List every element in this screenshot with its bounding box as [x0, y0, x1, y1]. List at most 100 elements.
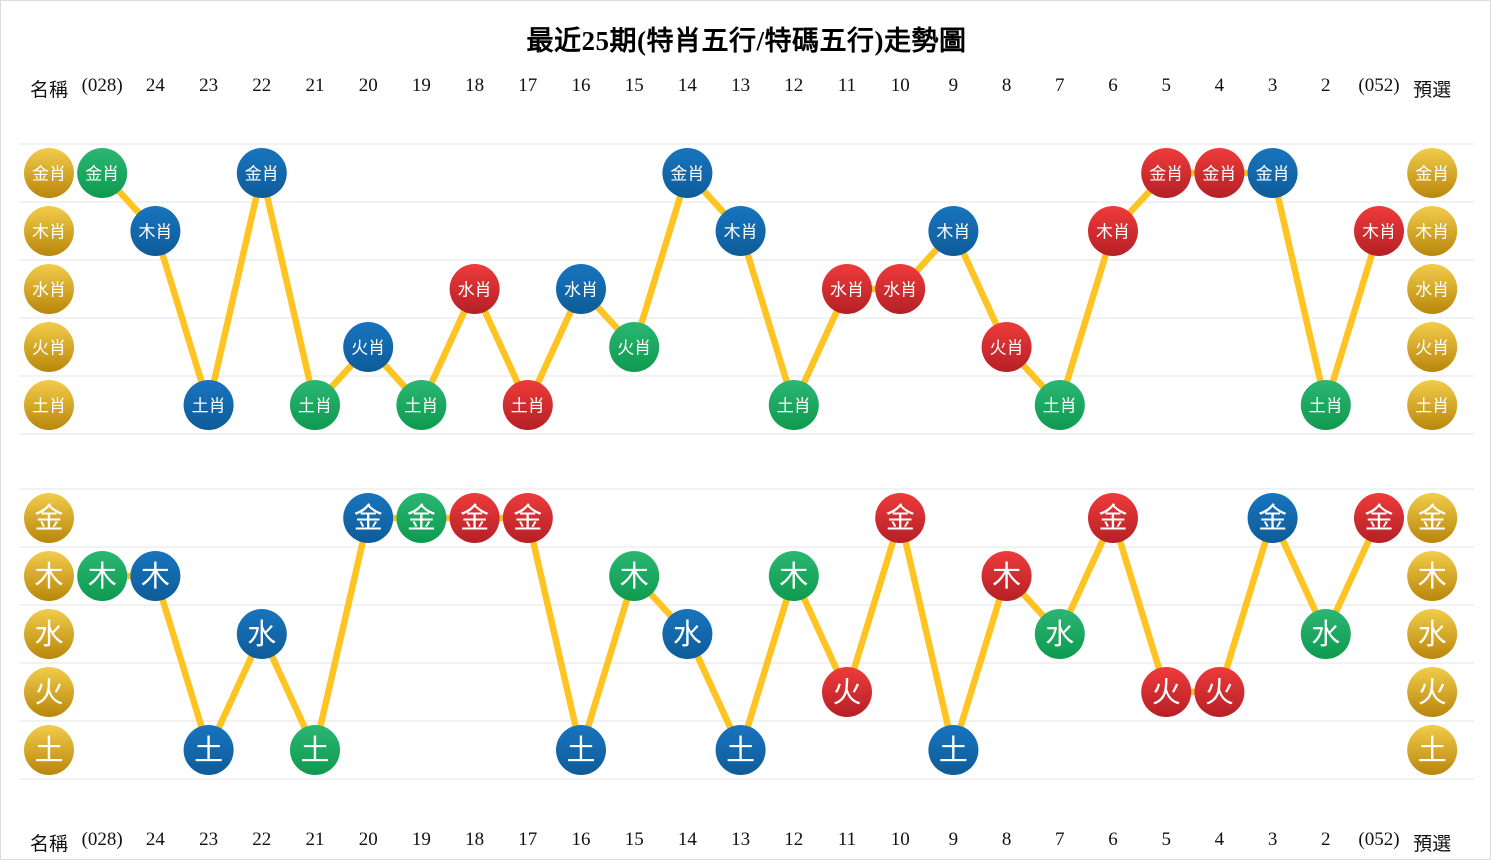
- data-point-12-土肖: 土肖: [768, 380, 819, 430]
- data-point-16-水肖: 水肖: [556, 264, 606, 314]
- data-point-14-水: 水: [662, 609, 713, 659]
- svg-text:金: 金: [1258, 502, 1287, 535]
- axis-label-top-11: 15: [624, 75, 644, 96]
- connector-segment: [1056, 227, 1117, 409]
- connector-segment: [950, 572, 1010, 754]
- svg-text:火: 火: [1418, 677, 1447, 709]
- svg-text:火肖: 火肖: [1415, 339, 1449, 358]
- svg-text:土肖: 土肖: [32, 397, 66, 416]
- row-legend-right-火肖: 火肖: [1407, 322, 1458, 372]
- svg-text:土: 土: [1418, 734, 1447, 767]
- row-legend-right-土: 土: [1407, 725, 1458, 775]
- data-point-5-火: 火: [1141, 667, 1192, 717]
- svg-text:水肖: 水肖: [32, 281, 66, 300]
- page-title: 最近25期(特肖五行/特碼五行)走勢圖: [526, 26, 967, 56]
- svg-text:木: 木: [88, 560, 117, 593]
- svg-text:金: 金: [407, 502, 436, 535]
- connector-segment: [1216, 514, 1276, 696]
- svg-text:木肖: 木肖: [936, 223, 970, 242]
- row-legend-left-土肖: 土肖: [24, 380, 74, 430]
- axis-label-bottom-12: 14: [677, 829, 697, 850]
- data-point-13-木肖: 木肖: [715, 206, 766, 256]
- data-point-9-木肖: 木肖: [928, 206, 979, 256]
- svg-text:土肖: 土肖: [511, 397, 545, 416]
- svg-text:火肖: 火肖: [990, 339, 1024, 358]
- data-point-23-土: 土: [183, 725, 234, 775]
- connector-segment: [524, 514, 585, 754]
- data-point-24-木: 木: [130, 551, 181, 601]
- svg-text:水: 水: [34, 618, 63, 651]
- svg-text:水: 水: [673, 618, 702, 651]
- connector-segment: [1322, 227, 1383, 409]
- row-legend-left-火: 火: [24, 667, 74, 717]
- data-point-3-金: 金: [1247, 493, 1298, 543]
- connector-segment: [205, 169, 266, 409]
- axis-label-top-24: 2: [1321, 75, 1331, 96]
- axis-label-bottom-10: 16: [571, 829, 591, 850]
- data-point-7-水: 水: [1034, 609, 1085, 659]
- axis-label-bottom-1: (028): [81, 829, 123, 850]
- svg-text:金肖: 金肖: [1149, 165, 1183, 184]
- svg-text:金肖: 金肖: [1256, 165, 1290, 184]
- svg-text:木: 木: [141, 560, 170, 593]
- connector-segment: [152, 572, 212, 754]
- svg-text:土: 土: [566, 734, 595, 767]
- data-point-18-水肖: 水肖: [449, 264, 500, 314]
- row-legend-right-火: 火: [1407, 667, 1458, 717]
- axis-label-top-16: 10: [890, 75, 910, 96]
- axis-label-top-5: 21: [305, 75, 325, 96]
- axis-labels-bottom: 名稱 (028) 24 23 22 21 20 19 18 17 16 15 14 13 12 11 10 9 8 7…: [1, 829, 1491, 855]
- svg-text:金: 金: [354, 502, 383, 535]
- svg-text:水肖: 水肖: [883, 281, 917, 300]
- data-point-8-木: 木: [981, 551, 1032, 601]
- axis-label-top-8: 18: [465, 75, 485, 96]
- svg-text:火: 火: [1152, 677, 1181, 709]
- data-point-11-水肖: 水肖: [822, 264, 872, 314]
- connector-segment: [1269, 169, 1330, 409]
- data-point-7-土肖: 土肖: [1034, 380, 1085, 430]
- svg-text:火: 火: [832, 677, 861, 709]
- connector-segment: [311, 514, 372, 754]
- svg-text:木: 木: [34, 560, 63, 593]
- axis-label-top-15: 11: [837, 75, 857, 96]
- svg-text:木肖: 木肖: [1362, 223, 1396, 242]
- axis-label-bottom-7: 19: [411, 829, 431, 850]
- axis-label-bottom-18: 8: [1001, 829, 1012, 850]
- axis-label-top-19: 7: [1055, 75, 1065, 96]
- row-legend-left-金: 金: [24, 493, 74, 543]
- axis-label-top-26: 預選: [1413, 80, 1452, 101]
- svg-text:土肖: 土肖: [298, 397, 332, 416]
- axis-label-top-14: 12: [784, 75, 804, 96]
- svg-text:金肖: 金肖: [245, 165, 279, 184]
- svg-text:火肖: 火肖: [617, 339, 651, 358]
- row-legend-left-木: 木: [24, 551, 74, 601]
- connector-segment: [258, 169, 319, 409]
- data-point-10-金: 金: [875, 493, 926, 543]
- svg-text:木: 木: [1418, 560, 1447, 593]
- row-legend-left-火肖: 火肖: [24, 322, 74, 372]
- data-point-14-金肖: 金肖: [662, 148, 713, 198]
- axis-label-top-17: 9: [948, 75, 959, 96]
- svg-text:金肖: 金肖: [670, 165, 704, 184]
- svg-text:金: 金: [34, 502, 63, 535]
- svg-text:金: 金: [1418, 502, 1447, 535]
- axis-label-bottom-3: 23: [199, 829, 219, 850]
- data-point-17-金: 金: [502, 493, 553, 543]
- axis-label-bottom-2: 24: [145, 829, 165, 850]
- axis-label-bottom-23: 3: [1267, 829, 1278, 850]
- svg-text:金肖: 金肖: [32, 165, 66, 184]
- data-point-22-金肖: 金肖: [236, 148, 287, 198]
- data-point-18-金: 金: [449, 493, 500, 543]
- axis-label-top-21: 5: [1161, 75, 1171, 96]
- axis-label-bottom-11: 15: [624, 829, 644, 850]
- row-legend-right-水: 水: [1407, 609, 1458, 659]
- svg-text:木: 木: [779, 560, 808, 593]
- svg-text:金: 金: [460, 502, 489, 535]
- row-legend-right-水肖: 水肖: [1407, 264, 1458, 314]
- axis-label-top-25: (052): [1358, 75, 1400, 96]
- svg-text:木肖: 木肖: [724, 223, 758, 242]
- row-legend-left-土: 土: [24, 725, 74, 775]
- svg-text:水: 水: [247, 618, 276, 651]
- svg-text:土: 土: [939, 734, 968, 767]
